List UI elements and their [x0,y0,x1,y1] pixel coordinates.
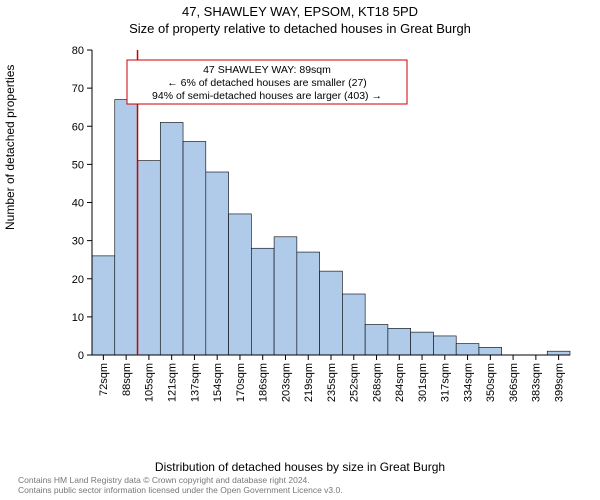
x-tick-label: 121sqm [167,363,179,402]
histogram-bar [320,271,343,355]
x-tick-label: 268sqm [371,363,383,402]
x-tick-label: 219sqm [303,363,315,402]
x-tick-label: 170sqm [235,363,247,402]
page-subtitle: Size of property relative to detached ho… [0,21,600,36]
x-tick-label: 203sqm [280,363,292,402]
y-tick-label: 40 [72,198,84,210]
y-tick-label: 80 [72,45,84,57]
x-tick-label: 399sqm [553,363,565,402]
x-tick-label: 383sqm [531,363,543,402]
histogram-bar [183,142,206,356]
histogram-bar [433,336,456,355]
x-tick-label: 366sqm [508,363,520,402]
histogram-bar [138,161,161,355]
y-tick-label: 20 [72,274,84,286]
x-tick-label: 284sqm [394,363,406,402]
footer-line-1: Contains HM Land Registry data © Crown c… [18,475,343,486]
x-tick-label: 252sqm [349,363,361,402]
x-tick-label: 317sqm [440,363,452,402]
callout-line-1: 47 SHAWLEY WAY: 89sqm [203,64,331,76]
x-tick-label: 186sqm [258,363,270,402]
histogram-bar [274,237,297,355]
footer-line-2: Contains public sector information licen… [18,485,343,496]
histogram-bar [456,344,479,355]
histogram-bar [92,256,115,355]
y-tick-label: 60 [72,121,84,133]
y-tick-label: 50 [72,159,84,171]
histogram-bar [342,294,365,355]
callout-line-2: ← 6% of detached houses are smaller (27) [167,77,367,89]
histogram-bar [297,252,320,355]
histogram-bar [388,328,411,355]
x-axis-label: Distribution of detached houses by size … [0,460,600,474]
x-tick-label: 72sqm [98,363,110,396]
histogram-bar [206,172,229,355]
attribution-footer: Contains HM Land Registry data © Crown c… [18,475,343,496]
histogram-chart: 0 10 20 30 40 50 60 70 80 72sqm 88sqm 105sqm 121sqm 1… [60,45,580,410]
y-tick-label: 30 [72,236,84,248]
x-tick-label: 154sqm [212,363,224,402]
x-tick-label: 334sqm [462,363,474,402]
histogram-bar [479,347,502,355]
x-tick-label: 235sqm [326,363,338,402]
histogram-bar [160,122,183,355]
x-tick-label: 105sqm [144,363,156,402]
x-tick-label: 88sqm [121,363,133,396]
y-tick-label: 70 [72,83,84,95]
histogram-bar [411,332,434,355]
page-title: 47, SHAWLEY WAY, EPSOM, KT18 5PD [0,4,600,19]
histogram-bar [229,214,252,355]
histogram-bar [365,325,388,356]
y-tick-label: 0 [78,350,84,362]
histogram-bar [251,248,274,355]
x-tick-label: 137sqm [189,363,201,402]
x-tick-label: 301sqm [417,363,429,402]
x-tick-label: 350sqm [485,363,497,402]
histogram-bar [115,100,138,355]
callout-line-3: 94% of semi-detached houses are larger (… [152,90,382,102]
y-tick-label: 10 [72,312,84,324]
histogram-bar [547,351,570,355]
y-axis-label: Number of detached properties [3,65,17,230]
